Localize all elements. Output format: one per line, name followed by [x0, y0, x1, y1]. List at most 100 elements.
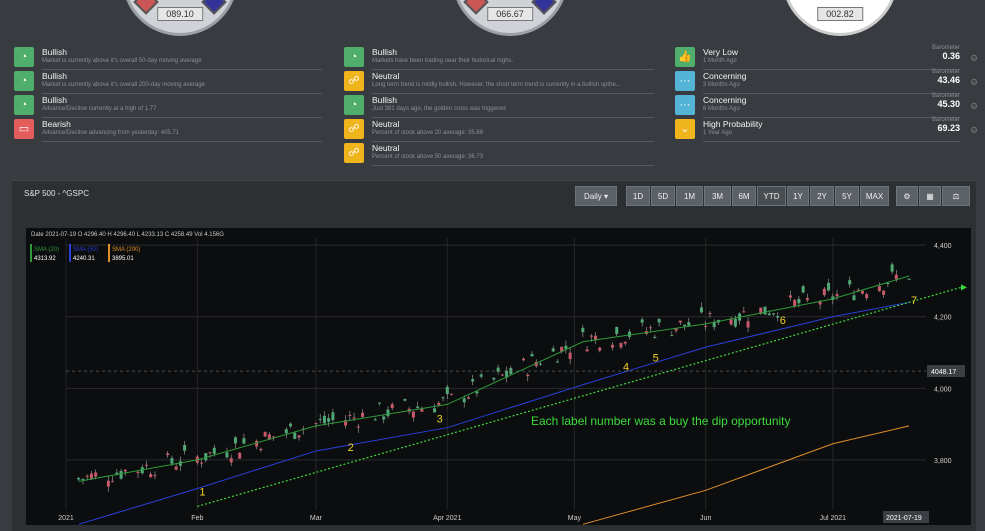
legend-swatch [30, 244, 32, 262]
signal-description: 3 Months Ago [703, 82, 740, 88]
candle [200, 462, 204, 464]
range-button-5d[interactable]: 5D [651, 186, 675, 206]
signal-icon: ☍ [344, 119, 364, 139]
dots-icon: ··· [675, 95, 695, 115]
divider [42, 141, 322, 142]
candle [462, 398, 466, 403]
range-button-5y[interactable]: 5Y [835, 186, 859, 206]
candle [653, 336, 657, 338]
candle [797, 298, 801, 304]
barometer: Barometer 43.46 [932, 69, 960, 85]
settings-button[interactable]: ⚙ [896, 186, 918, 206]
buy-dip-label: 6 [780, 315, 786, 327]
gear-icon[interactable]: ⚙ [970, 125, 979, 135]
range-button-1y[interactable]: 1Y [787, 186, 809, 206]
candle [411, 411, 415, 418]
divider [372, 141, 654, 142]
gauge-middle: 066.67 [452, 0, 568, 36]
signal-title: Bearish [42, 119, 71, 129]
barometer-value: 0.36 [942, 51, 960, 61]
signal-item[interactable]: ◔ Bullish Market is currently above it's o… [14, 45, 322, 70]
candle [204, 453, 208, 461]
candle [822, 288, 826, 296]
signal-title: Bullish [372, 95, 398, 105]
candle [373, 419, 377, 421]
legend-series-value: 3895.01 [112, 256, 134, 262]
signal-item[interactable]: ◔ Bullish Advance/Decline currently at a h… [14, 93, 322, 118]
signal-item[interactable]: ☍ Neutral Long term trend is mildly bullis… [344, 69, 654, 94]
signal-item[interactable]: ◔ Bullish Markets have been trading near t… [344, 45, 654, 70]
candle [259, 448, 263, 451]
signal-item[interactable]: ▭ Bearish Advance/Decline advancing from y… [14, 117, 322, 142]
range-button-ytd[interactable]: YTD [757, 186, 786, 206]
chat-icon: ▭ [14, 119, 34, 139]
range-button-3m[interactable]: 3M [704, 186, 731, 206]
range-button-2y[interactable]: 2Y [810, 186, 834, 206]
signal-item[interactable]: ⌄ High Probability 1 Year Ago Barometer 69.2… [675, 117, 960, 142]
candle [555, 361, 559, 363]
y-tick-label: 4,200 [934, 315, 952, 322]
candle [475, 391, 479, 394]
y-tick-label: 3,800 [934, 458, 952, 465]
x-tick-label: May [568, 515, 582, 522]
gear-icon[interactable]: ⚙ [970, 53, 979, 63]
range-button-1m[interactable]: 1M [676, 186, 703, 206]
barometer-label: Barometer [931, 93, 960, 99]
sma-line [78, 301, 910, 525]
candle [619, 343, 623, 348]
divider [42, 69, 322, 70]
range-button-6m[interactable]: 6M [732, 186, 756, 206]
candle [144, 464, 148, 466]
price-chart-svg[interactable]: 3,800 4,000 4,200 4,400 2021 Feb Mar Apr 2021 Ma… [26, 228, 971, 525]
signal-item[interactable]: ◔ Bullish Just 381 days ago, the golden cr… [344, 93, 654, 118]
signal-item[interactable]: ◔ Bullish Market is currently above it's o… [14, 69, 322, 94]
candle [403, 399, 407, 401]
candle [382, 416, 386, 420]
signal-item[interactable]: ··· Concerning 3 Months Ago Barometer 43.46 [675, 69, 960, 94]
interval-dropdown[interactable]: Daily ▾ [575, 186, 617, 206]
candle [551, 348, 555, 352]
candle [318, 418, 322, 420]
candle [534, 361, 538, 367]
candle [733, 318, 737, 327]
candle [119, 470, 123, 479]
candle [356, 426, 360, 428]
signal-item[interactable]: 👍 Very Low 1 Month Ago Barometer 0.36 [675, 45, 960, 70]
candle [568, 352, 572, 360]
sma-line [582, 425, 910, 525]
gauge-middle-value: 066.67 [487, 7, 533, 21]
gear-icon[interactable]: ⚙ [970, 77, 979, 87]
signal-title: Bullish [42, 71, 68, 81]
candle [848, 280, 852, 285]
candle [564, 345, 568, 349]
candle [882, 290, 886, 295]
legend-series-name: SMA (200) [112, 247, 140, 253]
signal-description: Market is currently above it's overall 5… [42, 58, 202, 64]
signal-item[interactable]: ··· Concerning 6 Months Ago Barometer 45.30 [675, 93, 960, 118]
candle [594, 335, 598, 341]
signal-item[interactable]: ☍ Neutral Percent of stock above 20 averag… [344, 117, 654, 142]
candle [272, 436, 276, 438]
gear-icon[interactable]: ⚙ [970, 101, 979, 111]
signal-description: 6 Months Ago [703, 106, 740, 112]
caret-down-icon: ▾ [604, 192, 609, 201]
candle [208, 452, 212, 454]
candle [496, 367, 500, 372]
speedometer-icon: ◔ [14, 95, 34, 115]
divider [372, 165, 654, 166]
candle [212, 447, 216, 454]
calculator-button[interactable]: ▦ [919, 186, 941, 206]
range-button-1d[interactable]: 1D [626, 186, 650, 206]
speedometer-icon: ◔ [14, 47, 34, 67]
candle [238, 452, 242, 459]
x-tick-label: Mar [310, 515, 323, 522]
x-tick-label: 2021 [58, 515, 74, 522]
candle [788, 295, 792, 298]
compare-button[interactable]: ⚖ [942, 186, 970, 206]
range-button-max[interactable]: MAX [860, 186, 889, 206]
candle [827, 282, 831, 291]
dots-icon: ··· [675, 71, 695, 91]
divider [703, 93, 960, 94]
signal-item[interactable]: ☍ Neutral Percent of stock above 50 averag… [344, 141, 654, 166]
price-chart[interactable]: 3,800 4,000 4,200 4,400 2021 Feb Mar Apr 2021 Ma… [26, 228, 971, 525]
